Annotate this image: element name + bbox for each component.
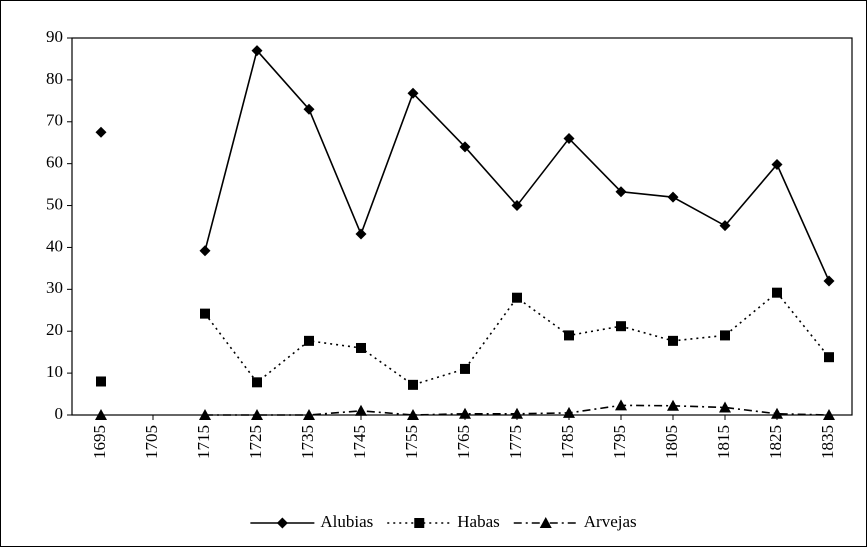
marker: [667, 191, 679, 203]
marker: [95, 126, 107, 138]
marker: [460, 363, 470, 374]
x-tick-label: 1775: [506, 425, 525, 459]
y-tick-label: 60: [46, 153, 63, 172]
legend-label: Arvejas: [584, 512, 637, 531]
marker: [616, 321, 626, 332]
marker: [199, 409, 211, 420]
marker: [199, 245, 211, 257]
marker: [414, 518, 425, 528]
marker: [355, 228, 367, 240]
marker: [95, 409, 107, 420]
marker: [772, 287, 782, 298]
marker: [719, 401, 731, 413]
x-tick-label: 1695: [90, 425, 109, 459]
marker: [511, 407, 523, 419]
marker: [615, 399, 627, 411]
y-tick-label: 0: [55, 404, 64, 423]
marker: [251, 45, 263, 57]
marker: [823, 275, 835, 287]
x-tick-label: 1815: [714, 425, 733, 459]
x-tick-label: 1745: [350, 425, 369, 459]
marker: [824, 352, 834, 363]
y-tick-label: 80: [46, 69, 63, 88]
y-tick-label: 10: [46, 362, 63, 381]
marker: [459, 407, 471, 419]
x-tick-label: 1765: [454, 425, 473, 459]
marker: [564, 330, 574, 341]
legend-label: Habas: [457, 512, 499, 531]
marker: [720, 330, 730, 341]
x-tick-label: 1705: [142, 425, 161, 459]
x-tick-label: 1735: [298, 425, 317, 459]
marker: [200, 308, 210, 319]
marker: [355, 404, 367, 416]
marker: [276, 517, 288, 529]
marker: [719, 220, 731, 232]
marker: [407, 87, 419, 99]
y-tick-label: 50: [46, 194, 63, 213]
marker: [563, 406, 575, 418]
marker: [356, 342, 366, 353]
marker: [615, 186, 627, 198]
marker: [512, 292, 522, 303]
legend-label: Alubias: [320, 512, 373, 531]
marker: [668, 335, 678, 346]
marker: [771, 159, 783, 171]
marker: [408, 379, 418, 390]
marker: [667, 399, 679, 411]
x-tick-label: 1835: [818, 425, 837, 459]
marker: [252, 377, 262, 388]
marker: [304, 335, 314, 346]
legend-item: Arvejas: [513, 512, 637, 531]
legend-item: Alubias: [250, 512, 373, 531]
x-tick-label: 1825: [766, 425, 785, 459]
marker: [96, 376, 106, 387]
y-tick-label: 90: [46, 27, 63, 46]
x-tick-label: 1795: [610, 425, 629, 459]
marker: [563, 133, 575, 145]
marker: [407, 409, 419, 420]
y-tick-label: 30: [46, 278, 63, 297]
y-tick-label: 20: [46, 320, 63, 339]
marker: [511, 200, 523, 212]
x-tick-label: 1755: [402, 425, 421, 459]
x-tick-label: 1805: [662, 425, 681, 459]
x-tick-label: 1725: [246, 425, 265, 459]
marker: [823, 409, 835, 420]
marker: [459, 141, 471, 153]
marker: [303, 103, 315, 115]
marker: [539, 517, 552, 528]
marker: [303, 409, 315, 420]
legend-item: Habas: [387, 512, 500, 531]
y-tick-label: 40: [46, 236, 63, 255]
legend: Alubias Habas Arvejas: [250, 512, 637, 531]
marker: [771, 407, 783, 419]
x-tick-label: 1785: [558, 425, 577, 459]
y-tick-label: 70: [46, 111, 63, 130]
x-tick-label: 1715: [194, 425, 213, 459]
marker: [251, 409, 263, 420]
